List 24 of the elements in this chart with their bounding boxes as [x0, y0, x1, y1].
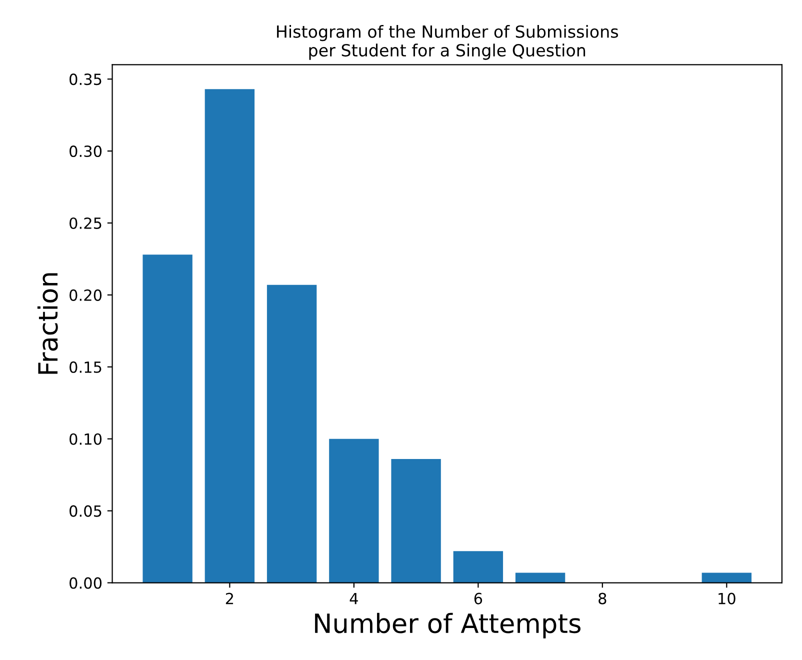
x-tick-label: 10	[718, 592, 736, 604]
x-axis-title: Number of Attempts	[315, 612, 580, 638]
y-tick-label: 0.30	[70, 145, 102, 158]
bar	[453, 551, 504, 583]
y-tick-label: 0.05	[70, 505, 102, 517]
y-tick-label: 0.35	[70, 74, 102, 86]
y-tick-label: 0.20	[70, 289, 102, 301]
y-axis-title: Fraction	[37, 273, 58, 374]
y-tick-label: 0.25	[70, 217, 102, 230]
bar	[142, 254, 192, 583]
x-tick-label: 6	[474, 592, 482, 604]
x-tick-label: 2	[226, 592, 234, 604]
bar	[515, 572, 566, 583]
bar	[391, 459, 441, 583]
bar	[266, 284, 317, 583]
bar	[204, 89, 255, 583]
y-tick-label: 0.10	[70, 433, 102, 445]
bar	[329, 438, 379, 583]
bar	[702, 572, 752, 583]
y-tick-label: 0.00	[70, 577, 102, 589]
x-tick-label: 8	[598, 592, 606, 604]
x-tick-label: 4	[350, 592, 358, 604]
y-tick-label: 0.15	[70, 361, 102, 373]
chart-title: Histogram of the Number of Submissions per Student for a Single Question	[277, 25, 618, 60]
